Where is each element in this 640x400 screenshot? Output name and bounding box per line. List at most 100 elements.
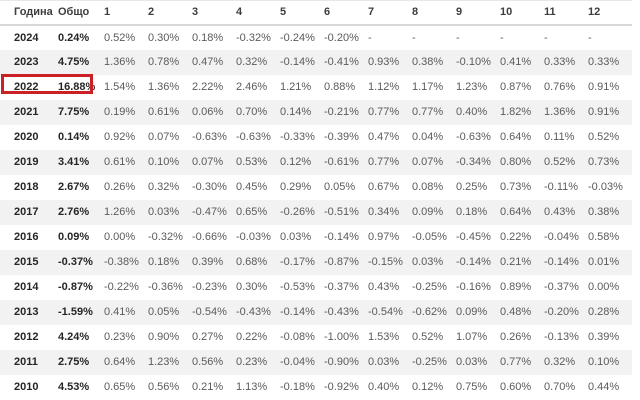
month-cell: 1.23% — [456, 81, 488, 93]
month-cell: 1.36% — [148, 81, 180, 93]
month-cell: -0.13% — [544, 331, 579, 343]
year-cell: 2014 — [14, 281, 39, 293]
month-cell: 0.76% — [544, 81, 576, 93]
month-cell: 0.61% — [104, 156, 136, 168]
month-cell: - — [544, 31, 548, 44]
month-cell: 0.77% — [500, 356, 532, 368]
month-cell: 0.44% — [588, 381, 620, 393]
month-cell: 0.39% — [588, 331, 620, 343]
month-cell: 1.36% — [544, 106, 576, 118]
month-cell: -0.05% — [412, 231, 447, 243]
month-cell: 0.56% — [192, 356, 224, 368]
month-cell: 0.38% — [588, 206, 620, 218]
month-cell: 0.64% — [104, 356, 136, 368]
month-cell: 1.12% — [368, 81, 400, 93]
month-cell: 0.91% — [588, 106, 620, 118]
month-cell: -0.32% — [236, 31, 271, 44]
month-cell: 0.07% — [192, 156, 224, 168]
month-cell: 0.87% — [500, 81, 532, 93]
total-cell: 3.41% — [58, 156, 90, 168]
table-row: 2011 2.75% 0.64% 1.23% 0.56% 0.23% -0.04% -0.90… — [0, 349, 632, 375]
month-cell: -0.47% — [192, 206, 227, 218]
month-cell: 0.73% — [588, 156, 620, 168]
month-cell: -0.11% — [544, 181, 579, 193]
month-cell: 0.34% — [368, 206, 400, 218]
month-cell: -0.87% — [324, 256, 359, 268]
total-cell: 7.75% — [58, 106, 90, 118]
month-cell: 0.77% — [368, 106, 400, 118]
month-cell: 0.41% — [104, 306, 136, 318]
month-cell: -0.25% — [412, 281, 447, 293]
month-cell: 0.03% — [148, 206, 180, 218]
month-cell: -1.00% — [324, 331, 359, 343]
month-cell: 0.41% — [500, 56, 532, 68]
month-cell: 0.18% — [148, 256, 180, 268]
month-cell: -0.63% — [192, 131, 227, 143]
table-row: 2010 4.53% 0.65% 0.56% 0.21% 1.13% -0.18% -0.92… — [0, 375, 632, 400]
month-cell: 0.89% — [500, 281, 532, 293]
month-cell: -0.04% — [280, 356, 315, 368]
month-cell: 0.27% — [192, 331, 224, 343]
month-cell: -0.14% — [456, 256, 491, 268]
table-row: 2018 2.67% 0.26% 0.32% -0.30% 0.45% 0.29% 0.05%… — [0, 175, 632, 200]
month-cell: -0.37% — [544, 281, 579, 293]
table-row: 2021 7.75% 0.19% 0.61% 0.06% 0.70% 0.14% -0.21%… — [0, 99, 632, 125]
month-column-header: 2 — [148, 0, 192, 26]
month-cell: 0.07% — [148, 131, 180, 143]
month-cell: 0.48% — [500, 306, 532, 318]
month-cell: -0.14% — [280, 306, 315, 318]
month-cell: 0.05% — [148, 306, 180, 318]
month-cell: -0.41% — [324, 56, 359, 68]
month-cell: 0.18% — [192, 31, 224, 44]
table-row: 2024 0.24% 0.52% 0.30% 0.18% -0.32% -0.24% -0.2… — [0, 25, 632, 50]
month-cell: 0.43% — [368, 281, 400, 293]
table-row: 2014 -0.87% -0.22% -0.36% -0.23% 0.30% -0.53% -… — [0, 275, 632, 300]
month-cell: 0.77% — [368, 156, 400, 168]
month-cell: -0.16% — [456, 281, 491, 293]
year-cell: 2012 — [14, 331, 39, 343]
month-cell: 0.52% — [104, 31, 136, 44]
total-cell: -0.37% — [58, 256, 93, 268]
month-cell: 0.30% — [148, 31, 180, 44]
month-cell: 0.23% — [236, 356, 268, 368]
month-cell: 0.43% — [544, 206, 576, 218]
month-cell: 0.97% — [368, 231, 400, 243]
month-cell: -0.17% — [280, 256, 315, 268]
month-cell: - — [456, 31, 460, 44]
month-cell: 0.05% — [324, 181, 356, 193]
month-column-header: 7 — [368, 0, 412, 26]
month-cell: -0.61% — [324, 156, 359, 168]
month-cell: 0.10% — [588, 356, 620, 368]
month-cell: -0.63% — [456, 131, 491, 143]
month-cell: 0.52% — [544, 156, 576, 168]
month-cell: 1.17% — [412, 81, 444, 93]
year-cell: 2013 — [14, 306, 39, 318]
total-cell: 0.14% — [58, 131, 90, 143]
month-cell: -0.38% — [104, 256, 139, 268]
month-cell: 1.23% — [148, 356, 180, 368]
month-cell: -0.62% — [412, 306, 447, 318]
table-header: Година Общо 1 2 3 4 5 6 7 8 9 10 11 12 — [0, 0, 632, 26]
table-row: 2015 -0.37% -0.38% 0.18% 0.39% 0.68% -0.17% -0.… — [0, 249, 632, 275]
month-cell: 0.29% — [280, 181, 312, 193]
month-cell: 2.22% — [192, 81, 224, 93]
month-cell: -0.04% — [544, 231, 579, 243]
year-cell: 2021 — [14, 106, 39, 118]
month-cell: 0.67% — [368, 181, 400, 193]
month-cell: 1.36% — [104, 56, 136, 68]
month-cell: 0.70% — [236, 106, 268, 118]
month-cell: 0.21% — [500, 256, 532, 268]
month-cell: -0.45% — [456, 231, 491, 243]
month-cell: 0.38% — [412, 56, 444, 68]
month-cell: -0.33% — [280, 131, 315, 143]
month-cell: 0.22% — [500, 231, 532, 243]
month-column-header: 8 — [412, 0, 456, 26]
month-cell: 0.65% — [104, 381, 136, 393]
month-column-header: 9 — [456, 0, 500, 26]
month-column-header: 1 — [104, 0, 148, 26]
month-column-header: 12 — [588, 0, 632, 26]
month-cell: 0.53% — [236, 156, 268, 168]
month-cell: - — [412, 31, 416, 44]
month-cell: -0.53% — [280, 281, 315, 293]
month-cell: -0.20% — [324, 31, 359, 44]
